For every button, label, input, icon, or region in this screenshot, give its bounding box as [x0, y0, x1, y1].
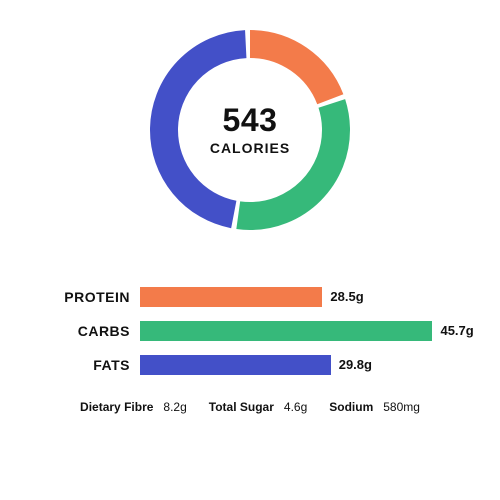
bar-row-fats: FATS 29.8g [50, 348, 460, 382]
bar-track: 45.7g [140, 321, 460, 341]
footer-label: Total Sugar [209, 400, 274, 414]
bar-track: 28.5g [140, 287, 460, 307]
footer-item: Total Sugar 4.6g [209, 400, 307, 414]
bar-fill [140, 355, 331, 375]
bar-label: FATS [50, 357, 140, 373]
bar-fill [140, 321, 432, 341]
bar-value: 28.5g [322, 287, 363, 307]
bar-row-protein: PROTEIN 28.5g [50, 280, 460, 314]
footer-value: 4.6g [284, 400, 307, 414]
bar-track: 29.8g [140, 355, 460, 375]
footer-item: Sodium 580mg [329, 400, 420, 414]
bar-value: 29.8g [331, 355, 372, 375]
bar-label: PROTEIN [50, 289, 140, 305]
bar-fill [140, 287, 322, 307]
bar-row-carbs: CARBS45.7g [50, 314, 460, 348]
donut-svg [150, 30, 350, 230]
macro-bars: PROTEIN28.5gCARBS45.7gFATS29.8g [50, 280, 460, 382]
footer-value: 8.2g [163, 400, 186, 414]
donut-area: 543 CALORIES [0, 30, 500, 230]
footer-label: Dietary Fibre [80, 400, 153, 414]
bar-label: CARBS [50, 323, 140, 339]
bar-value: 45.7g [432, 321, 473, 341]
micronutrient-footer: Dietary Fibre 8.2g Total Sugar 4.6g Sodium 58… [0, 400, 500, 414]
footer-item: Dietary Fibre 8.2g [80, 400, 187, 414]
footer-label: Sodium [329, 400, 373, 414]
footer-value: 580mg [383, 400, 420, 414]
nutrition-card: 543 CALORIES PROTEIN28.5gCARBS45.7gFATS2… [0, 0, 500, 500]
calories-donut: 543 CALORIES [150, 30, 350, 230]
